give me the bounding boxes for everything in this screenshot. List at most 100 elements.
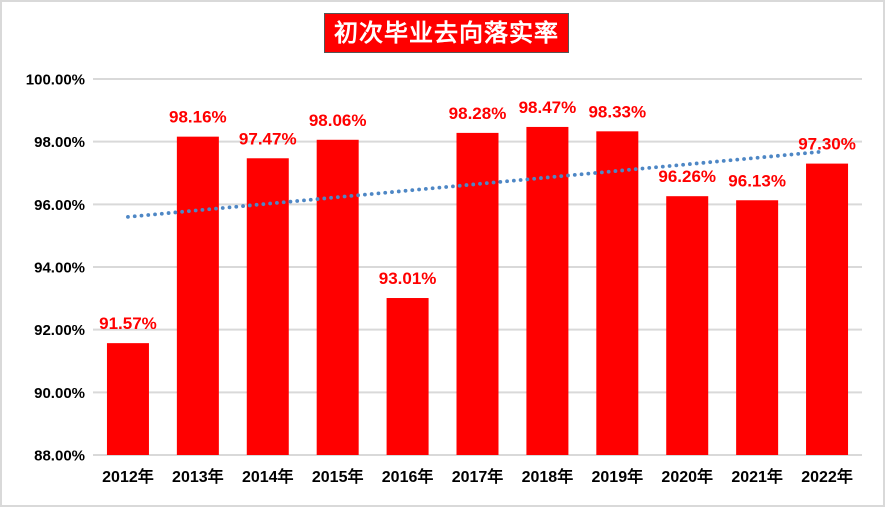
trendline-dot bbox=[457, 183, 462, 188]
trendline-dot bbox=[430, 186, 435, 191]
trendline-dot bbox=[444, 185, 449, 189]
bar bbox=[526, 126, 569, 455]
data-label: 98.06% bbox=[309, 111, 367, 130]
x-tick-label: 2018年 bbox=[522, 467, 574, 486]
trendline-dot bbox=[620, 168, 625, 173]
trendline-dot bbox=[708, 160, 713, 165]
x-tick-label: 2017年 bbox=[452, 467, 504, 486]
bar bbox=[596, 131, 639, 455]
trendline-dot bbox=[342, 194, 347, 199]
data-label: 97.47% bbox=[239, 129, 297, 148]
trendline-dot bbox=[640, 166, 645, 171]
trendline-dot bbox=[356, 193, 361, 198]
trendline-dot bbox=[335, 195, 340, 200]
trendline-dot bbox=[308, 197, 313, 202]
trendline-dot bbox=[566, 173, 570, 178]
trendline-dot bbox=[274, 200, 279, 205]
trendline-dot bbox=[660, 164, 665, 169]
trendline-dot bbox=[525, 177, 530, 182]
trendline-dot bbox=[775, 153, 780, 158]
trendline-dot bbox=[349, 193, 354, 198]
data-label: 98.16% bbox=[169, 108, 227, 127]
trendline-dot bbox=[769, 154, 774, 159]
trendline-dot bbox=[369, 192, 374, 196]
trendline-dot bbox=[396, 189, 401, 194]
trendline-dot bbox=[545, 175, 550, 180]
x-tick-label: 2012年 bbox=[102, 467, 154, 486]
y-tick-label: 94.00% bbox=[34, 260, 85, 277]
trendline-dot bbox=[146, 213, 151, 217]
trendline-dot bbox=[816, 150, 821, 154]
trendline-dot bbox=[762, 155, 767, 159]
trendline-dot bbox=[173, 210, 178, 215]
data-label: 91.57% bbox=[99, 314, 157, 333]
trendline-dot bbox=[464, 183, 469, 187]
trendline-dot bbox=[329, 195, 333, 200]
trendline-dot bbox=[518, 178, 523, 182]
trendline-dot bbox=[186, 209, 191, 214]
trendline-dot bbox=[674, 163, 679, 168]
trendline-dot bbox=[390, 190, 394, 194]
trendline-dot bbox=[281, 200, 286, 205]
trendline-dot bbox=[227, 205, 232, 210]
trendline-dot bbox=[532, 176, 537, 181]
trendline-dot bbox=[268, 201, 273, 206]
trendline-dot bbox=[599, 170, 604, 175]
trendline-dot bbox=[681, 162, 686, 167]
trendline-dot bbox=[423, 186, 428, 191]
trendline-dot bbox=[302, 198, 306, 203]
trendline-dot bbox=[193, 208, 198, 213]
trendline-dot bbox=[200, 207, 205, 212]
trendline-dot bbox=[613, 169, 618, 173]
trendline-dot bbox=[559, 174, 564, 179]
trendline-dot bbox=[376, 191, 381, 196]
trendline-dot bbox=[383, 190, 388, 195]
x-tick-label: 2015年 bbox=[312, 467, 364, 486]
trendline-dot bbox=[322, 196, 327, 201]
trendline-dot bbox=[728, 158, 733, 163]
trendline-dot bbox=[498, 180, 503, 184]
trendline-dot bbox=[166, 211, 171, 215]
bar bbox=[386, 298, 429, 455]
trendline-dot bbox=[796, 152, 801, 156]
trendline-dot bbox=[288, 199, 293, 204]
trendline-dot bbox=[606, 169, 611, 174]
trendline-dot bbox=[735, 157, 740, 162]
y-tick-label: 98.00% bbox=[34, 134, 85, 151]
trendline-dot bbox=[782, 153, 787, 158]
trendline-dot bbox=[417, 187, 421, 192]
trendline-dot bbox=[241, 204, 245, 208]
trendline-dot bbox=[261, 202, 266, 207]
trendline-dot bbox=[139, 213, 144, 218]
y-tick-label: 92.00% bbox=[34, 322, 85, 339]
data-label: 98.47% bbox=[519, 98, 577, 117]
trendline-dot bbox=[809, 150, 814, 155]
bar bbox=[736, 200, 779, 455]
trendline-dot bbox=[552, 174, 557, 179]
trendline-dot bbox=[410, 188, 415, 193]
trendline-dot bbox=[295, 199, 300, 203]
trendline-dot bbox=[627, 167, 631, 172]
trendline-dot bbox=[126, 214, 130, 219]
y-tick-label: 96.00% bbox=[34, 197, 85, 214]
trendline-dot bbox=[505, 179, 509, 184]
trendline-dot bbox=[247, 203, 252, 208]
trendline-dot bbox=[539, 176, 543, 180]
trendline-dot bbox=[572, 173, 577, 177]
bar bbox=[176, 136, 219, 456]
trendline-dot bbox=[647, 166, 652, 170]
trendline-dot bbox=[132, 214, 137, 219]
trendline-dot bbox=[593, 171, 597, 175]
trendline-dot bbox=[234, 204, 239, 209]
trendline-dot bbox=[254, 202, 259, 207]
trendline-dot bbox=[159, 211, 164, 216]
trendline-dot bbox=[654, 165, 658, 170]
chart-title: 初次毕业去向落实率 bbox=[324, 13, 569, 53]
trendline-dot bbox=[471, 182, 476, 187]
bar bbox=[806, 163, 849, 455]
trendline-dot bbox=[742, 157, 746, 161]
x-tick-label: 2014年 bbox=[242, 467, 294, 486]
trendline-dot bbox=[220, 206, 225, 210]
